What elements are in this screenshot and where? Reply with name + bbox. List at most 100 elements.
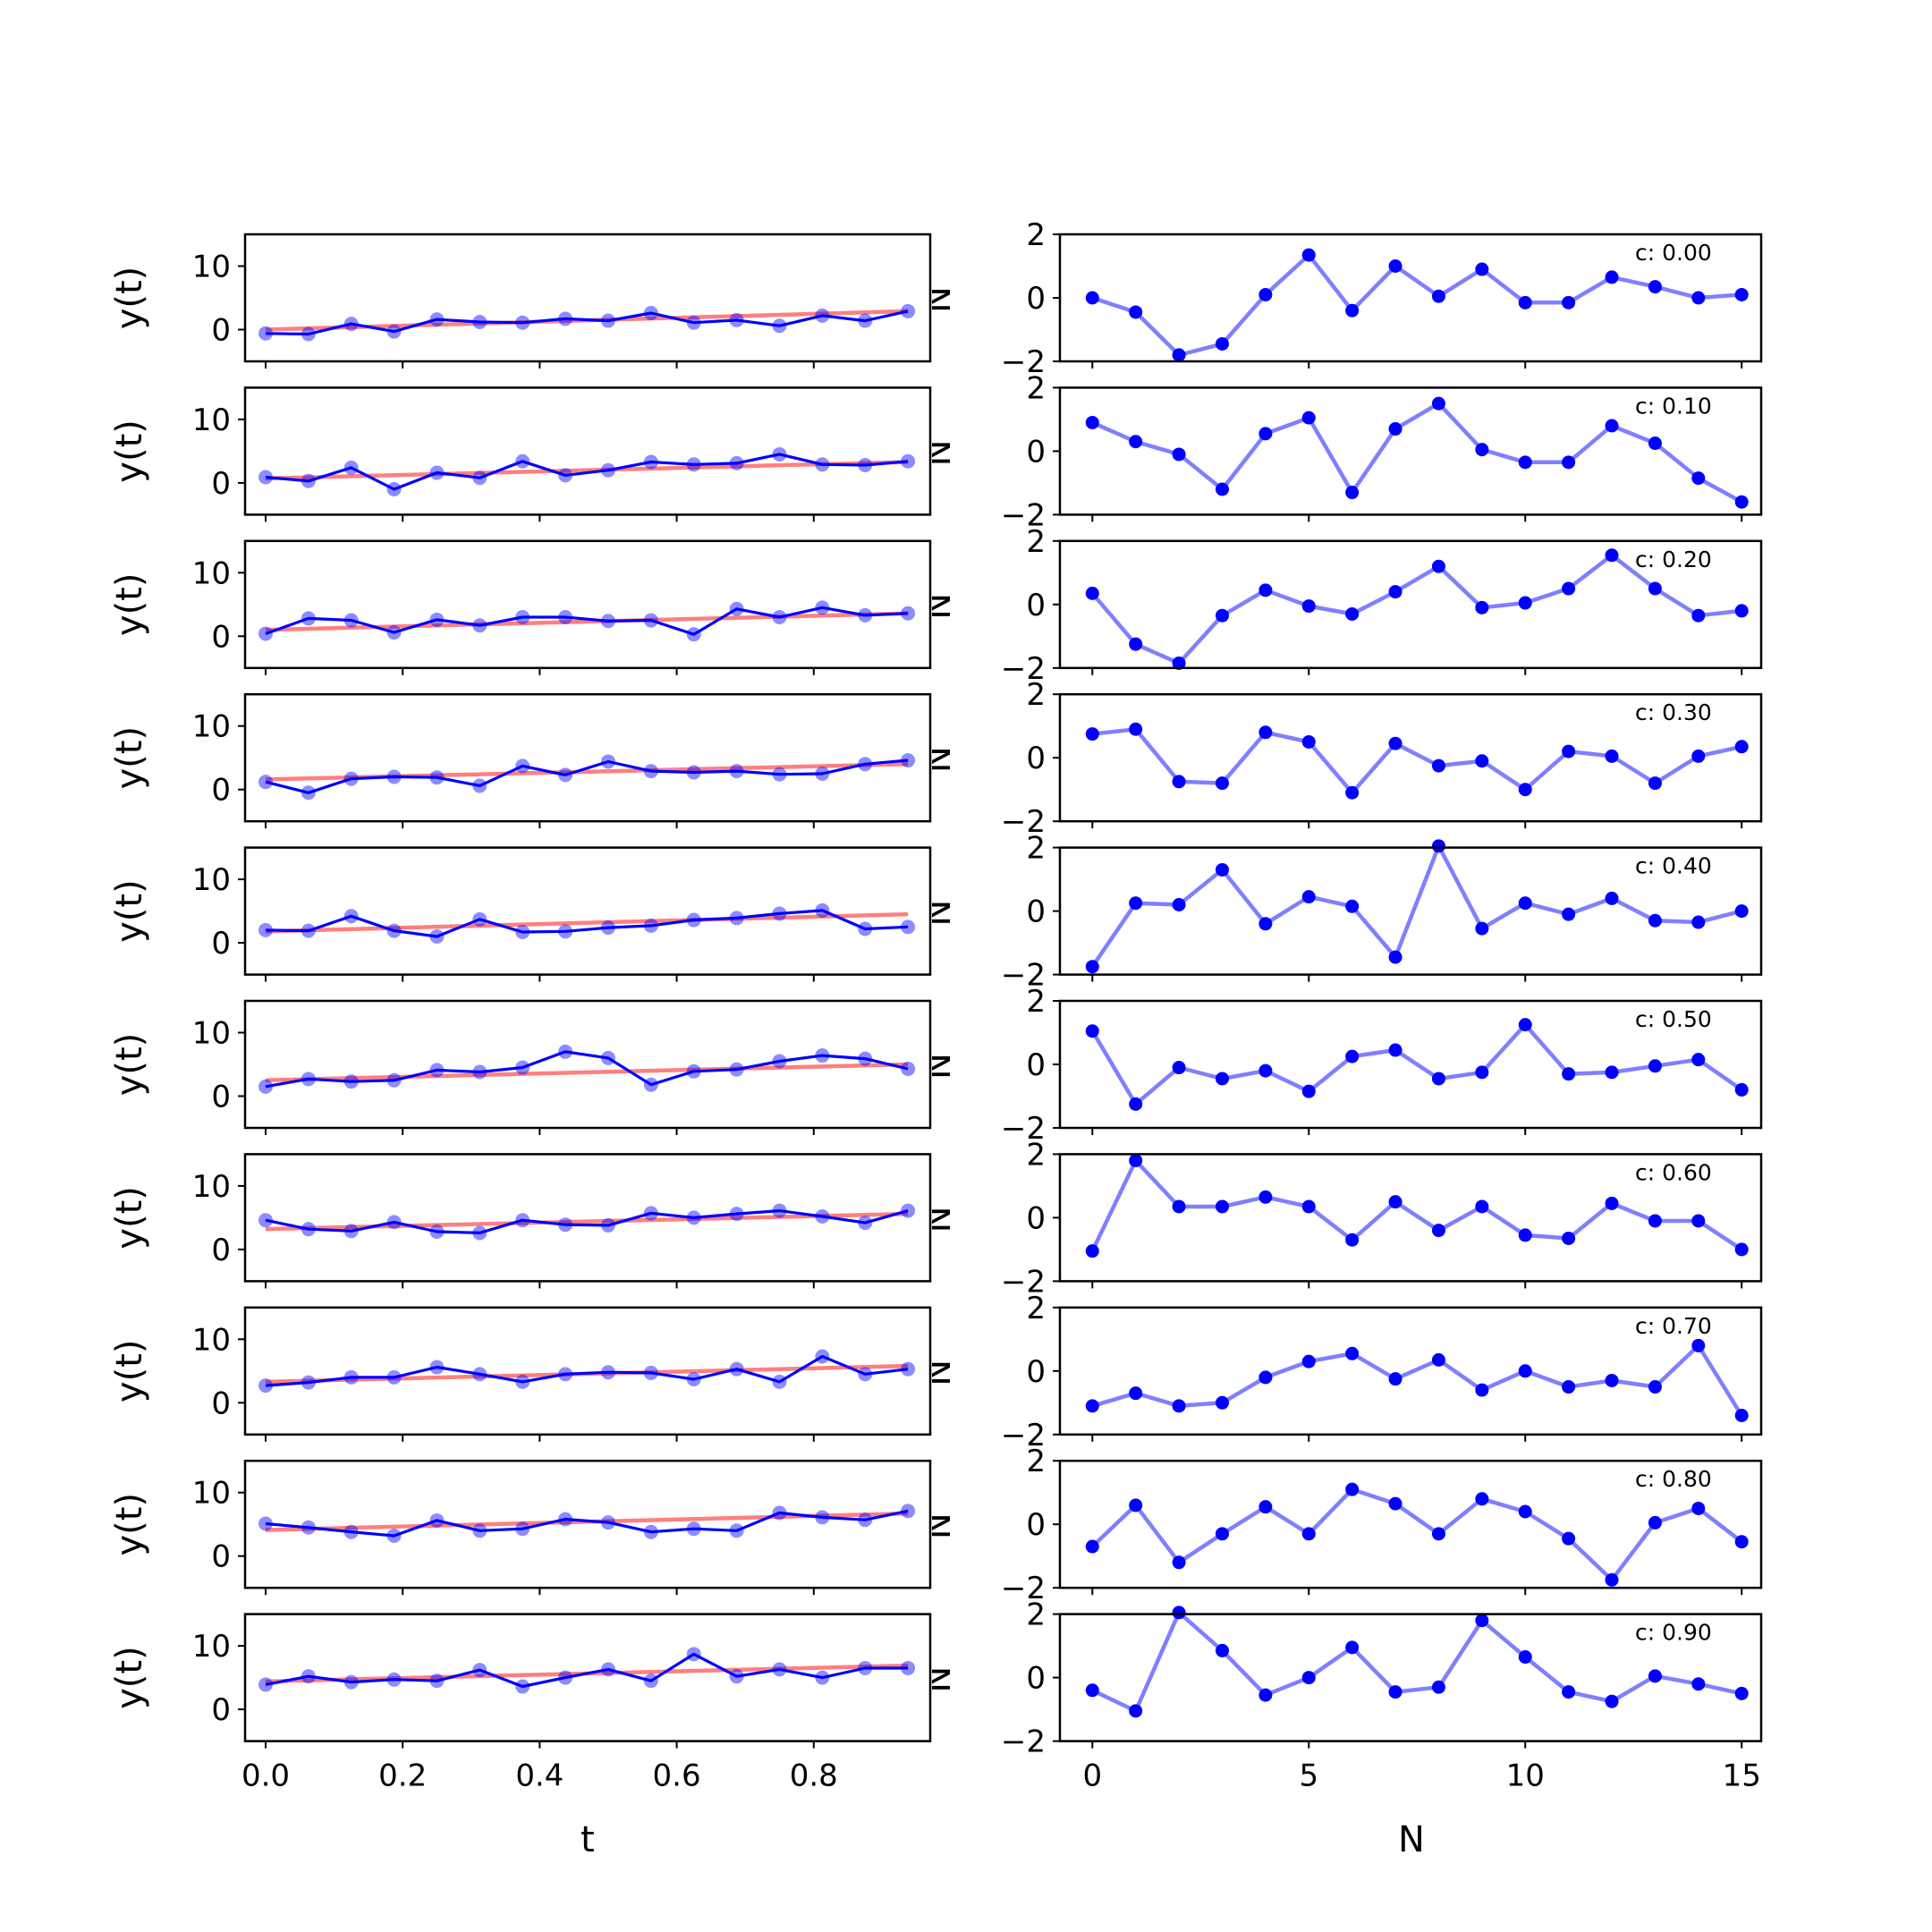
residual-point <box>1172 1399 1186 1413</box>
residual-point <box>1085 1399 1099 1413</box>
residual-point <box>1258 583 1273 597</box>
residual-point <box>1345 606 1360 621</box>
residual-point <box>1562 455 1576 470</box>
observed-point <box>386 324 402 339</box>
observed-point <box>258 922 273 937</box>
residual-point <box>1258 287 1273 301</box>
y-tick-label: 0 <box>211 926 231 962</box>
y-tick-label: 10 <box>192 1476 231 1512</box>
observed-point <box>515 453 530 469</box>
residual-point <box>1562 744 1576 758</box>
left-axes-frame <box>243 999 932 1130</box>
residual-point <box>1345 1482 1360 1496</box>
observed-point <box>901 753 916 768</box>
right-panel-8: −2 0 2 c: 0.80 N <box>932 1444 1763 1606</box>
residual-point <box>1301 248 1316 262</box>
y-tick-label: 2 <box>1026 1597 1046 1633</box>
observed-point <box>815 1670 830 1685</box>
observed-point <box>858 1660 873 1675</box>
left-y-axis-title: y(t) <box>109 419 150 483</box>
observed-point <box>600 1050 615 1065</box>
left-panel-2: 0 10 y(t) <box>109 539 932 675</box>
residual-point <box>1388 1685 1402 1699</box>
residual-point <box>1518 783 1532 797</box>
y-tick-label: 0 <box>1026 434 1046 470</box>
right-y-axis-title: N <box>918 286 959 313</box>
residual-point <box>1345 486 1360 500</box>
y-tick-label: 0 <box>1026 1507 1046 1543</box>
y-tick-label: 0 <box>211 466 231 502</box>
residual-point <box>1691 471 1706 486</box>
observed-line <box>265 309 909 336</box>
observed-line <box>265 1050 909 1089</box>
observed-point <box>815 766 830 781</box>
observed-point <box>901 1361 916 1377</box>
residual-point <box>1215 862 1229 877</box>
observed-point <box>301 473 316 488</box>
residual-point <box>1345 1049 1360 1063</box>
residual-point <box>1085 1683 1099 1698</box>
observed-point <box>343 1369 359 1385</box>
observed-point <box>429 929 445 944</box>
observed-point <box>343 317 359 332</box>
c-value-label: c: 0.80 <box>1635 1466 1712 1492</box>
observed-point <box>258 1677 273 1692</box>
left-y-axis-title: y(t) <box>109 1340 150 1403</box>
observed-point <box>686 627 701 642</box>
y-tick-label: 0 <box>211 1692 231 1728</box>
residual-point <box>1258 1688 1273 1702</box>
residual-point <box>1345 785 1360 800</box>
right-panel-grid: −2 0 2 c: 0.00 N −2 0 2 c: 0.10 N −2 0 2 c: 0.20 N −2 0 2… <box>918 217 1763 1794</box>
observed-point <box>815 1208 830 1224</box>
residual-point <box>1605 1694 1619 1708</box>
observed-line <box>265 606 909 636</box>
observed-point <box>772 1374 787 1389</box>
observed-point <box>686 1063 701 1079</box>
observed-point <box>258 1516 273 1531</box>
residual-point <box>1345 303 1360 318</box>
residual-point <box>1172 775 1186 789</box>
residual-point <box>1431 1680 1445 1694</box>
left-y-axis-title: y(t) <box>109 1186 150 1250</box>
residual-point <box>1431 1352 1445 1367</box>
residual-line <box>1091 1610 1742 1714</box>
residual-point <box>1301 411 1316 425</box>
y-tick-label: −2 <box>1001 1571 1046 1606</box>
residual-point <box>1605 419 1619 433</box>
observed-point <box>429 1674 445 1689</box>
left-y-axis-title: y(t) <box>109 1033 150 1097</box>
fit-line <box>265 911 909 934</box>
y-tick-label: 2 <box>1026 984 1046 1020</box>
left-panel-7: 0 10 y(t) <box>109 1306 932 1442</box>
residual-point <box>1388 422 1402 436</box>
observed-point <box>600 313 615 328</box>
left-panel-0: 0 10 y(t) <box>109 233 932 369</box>
observed-line <box>265 1208 909 1235</box>
residual-point <box>1475 600 1489 614</box>
residual-point <box>1085 960 1099 974</box>
y-tick-label: 10 <box>192 250 231 285</box>
observed-point <box>643 764 658 779</box>
residual-point <box>1518 295 1532 309</box>
residual-point <box>1388 1496 1402 1511</box>
residual-point <box>1129 435 1143 449</box>
residual-point <box>1475 443 1489 457</box>
residual-point <box>1172 1061 1186 1075</box>
observed-point <box>515 1374 530 1389</box>
y-tick-label: −2 <box>1001 344 1046 380</box>
y-tick-label: 10 <box>192 1169 231 1205</box>
residual-point <box>1215 1072 1229 1086</box>
observed-point <box>729 911 744 926</box>
y-tick-label: 2 <box>1026 524 1046 560</box>
residual-point <box>1691 1501 1706 1515</box>
y-tick-label: −2 <box>1001 497 1046 533</box>
y-tick-label: 10 <box>192 1322 231 1358</box>
right-panel-9: −2 0 2 0 5 10 15 c: 0.90 N <box>932 1597 1763 1794</box>
observed-point <box>558 1217 573 1233</box>
observed-point <box>600 1515 615 1530</box>
observed-point <box>429 1513 445 1528</box>
observed-point <box>301 1375 316 1390</box>
residual-point <box>1734 904 1749 919</box>
observed-point <box>558 610 573 624</box>
observed-point <box>686 1521 701 1537</box>
